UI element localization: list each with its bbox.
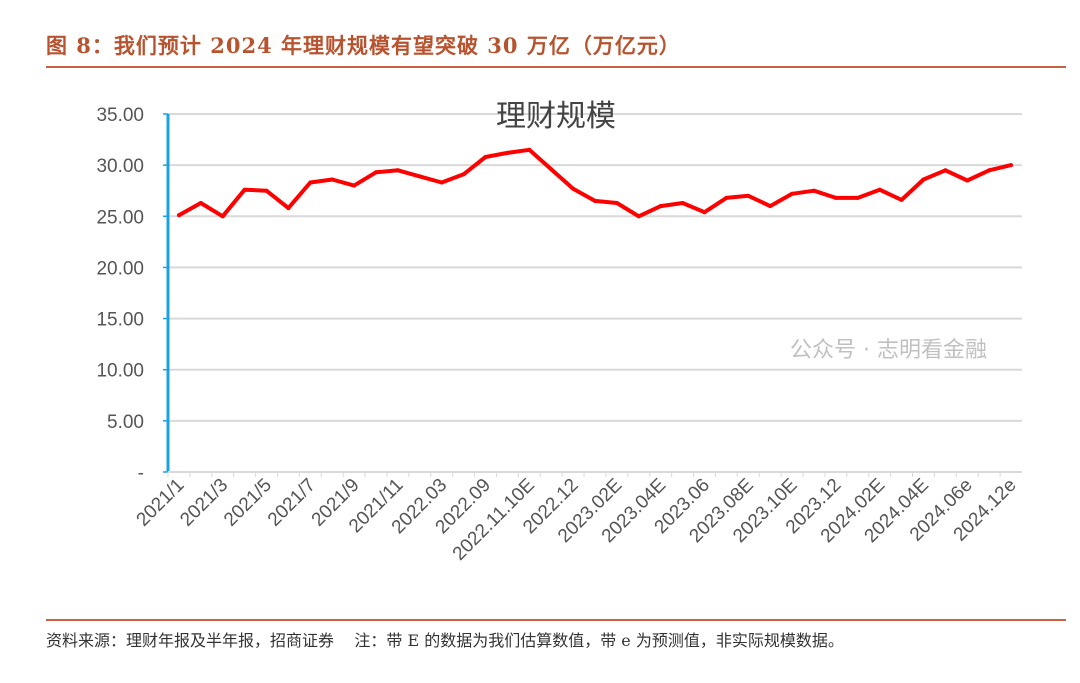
data-point — [461, 172, 466, 177]
figure-title: 图 8：我们预计 2024 年理财规模有望突破 30 万亿（万亿元） — [46, 33, 681, 58]
data-point — [877, 187, 882, 192]
data-point — [921, 177, 926, 182]
y-tick-label: - — [138, 463, 144, 484]
data-point — [330, 177, 335, 182]
data-point — [242, 187, 247, 192]
y-tick-label: 20.00 — [96, 258, 144, 279]
y-tick-label: 35.00 — [96, 105, 144, 126]
x-tick-label: 2021/7 — [264, 475, 320, 531]
data-point — [308, 180, 313, 185]
data-point — [680, 200, 685, 205]
data-point — [198, 200, 203, 205]
x-tick-label: 2021/3 — [176, 475, 232, 531]
y-tick-label: 15.00 — [96, 310, 144, 331]
data-point — [417, 174, 422, 179]
data-point — [395, 168, 400, 173]
note-text: 注：带 E 的数据为我们估算数值，带 e 为预测值，非实际规模数据。 — [354, 631, 844, 650]
data-point — [899, 197, 904, 202]
data-point — [527, 147, 532, 152]
data-point — [614, 200, 619, 205]
source-text: 资料来源：理财年报及半年报，招商证券 — [46, 631, 335, 650]
data-point — [593, 198, 597, 203]
top-rule — [46, 66, 1066, 68]
data-point — [352, 183, 357, 188]
y-tick-label: 10.00 — [96, 361, 144, 382]
data-point — [1009, 163, 1014, 168]
data-point — [483, 154, 488, 159]
data-point — [855, 195, 860, 200]
y-tick-label: 25.00 — [96, 207, 144, 228]
chart-title: 理财规模 — [496, 100, 616, 133]
data-point — [549, 167, 554, 172]
data-point — [833, 195, 838, 200]
data-point — [176, 213, 181, 218]
data-point — [374, 170, 379, 175]
data-point — [790, 191, 795, 196]
data-point — [571, 186, 576, 191]
y-tick-label: 5.00 — [107, 412, 144, 433]
data-point — [702, 210, 707, 215]
x-tick-label: 2021/5 — [220, 475, 276, 531]
watermark: 公众号 · 志明看金融 — [790, 338, 987, 363]
series-line — [177, 147, 1012, 219]
data-point — [220, 214, 225, 219]
data-point — [746, 193, 751, 198]
data-point — [811, 188, 816, 193]
data-point — [987, 168, 992, 173]
data-point — [768, 204, 773, 209]
data-point — [286, 206, 291, 211]
data-point — [636, 214, 641, 219]
data-point — [658, 204, 663, 209]
data-point — [439, 180, 444, 185]
data-point — [724, 195, 729, 200]
y-tick-label: 30.00 — [96, 156, 144, 177]
data-point — [965, 178, 970, 183]
bottom-rule — [46, 619, 1066, 621]
data-point — [943, 168, 948, 173]
data-point — [505, 150, 510, 155]
footer: 资料来源：理财年报及半年报，招商证券 注：带 E 的数据为我们估算数值，带 e … — [46, 626, 1066, 656]
data-point — [264, 188, 269, 193]
